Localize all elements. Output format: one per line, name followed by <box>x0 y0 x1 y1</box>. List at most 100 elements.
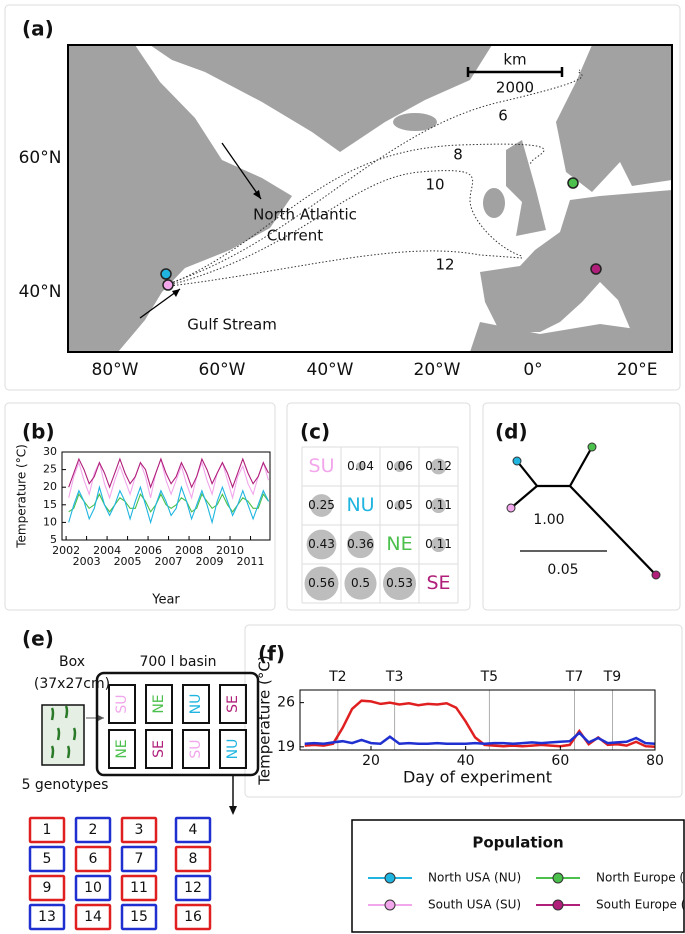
lon-label: 20°W <box>414 360 461 380</box>
y-tick-label: 25 <box>43 463 57 476</box>
y-axis-label: Temperature (°C) <box>256 655 274 785</box>
isotherm-label: 12 <box>435 256 454 274</box>
x-tick-label: 80 <box>646 753 664 769</box>
tank-label: 14 <box>84 909 102 925</box>
isotherm-label: 10 <box>425 176 444 194</box>
panel-label: (d) <box>495 420 528 444</box>
tank-label: 6 <box>89 851 98 867</box>
event-label: T2 <box>328 669 346 685</box>
matrix-label: NU <box>346 494 374 516</box>
lon-label: 80°W <box>92 360 139 380</box>
lon-label: 60°W <box>199 360 246 380</box>
matrix-value: 0.12 <box>425 459 452 473</box>
tree-tip <box>588 443 596 451</box>
basin-label: 700 l basin <box>139 654 216 670</box>
matrix-label: SE <box>426 572 450 594</box>
basin-cell-label: SU <box>188 739 204 758</box>
legend-marker <box>553 900 563 910</box>
y-tick-label: 15 <box>43 498 57 511</box>
panel-label: (c) <box>300 420 330 444</box>
panel-label: (b) <box>22 420 55 444</box>
lat-label: 40°N <box>19 282 62 302</box>
x-axis-label: Day of experiment <box>403 768 552 787</box>
iceland <box>393 113 437 131</box>
x-tick-label: 2011 <box>237 555 265 568</box>
lon-label: 20°E <box>617 360 658 380</box>
box-size: (37x27cm) <box>34 676 110 692</box>
isotherm-label: 6 <box>498 107 508 125</box>
box-icon <box>42 705 84 765</box>
tree-tip <box>513 457 521 465</box>
matrix-value: 0.56 <box>308 576 335 590</box>
current-label: Gulf Stream <box>187 316 277 334</box>
matrix-label: SU <box>309 455 335 477</box>
lon-label: 40°W <box>307 360 354 380</box>
basin-cell-label: NE <box>114 739 130 758</box>
tank-label: 10 <box>84 880 102 896</box>
lat-label: 60°N <box>19 148 62 168</box>
scale-unit: km <box>503 51 526 69</box>
matrix-value: 0.11 <box>425 537 452 551</box>
legend-label: North USA (NU) <box>428 871 521 885</box>
y-tick-label: 10 <box>43 515 57 528</box>
panel-label: (a) <box>22 17 54 41</box>
matrix-value: 0.06 <box>386 459 413 473</box>
legend-title: Population <box>472 834 563 852</box>
site <box>591 264 601 274</box>
legend-label: South Europe (SE) <box>596 898 685 912</box>
matrix-value: 0.53 <box>386 576 413 590</box>
tank-label: 8 <box>189 851 198 867</box>
tank-label: 15 <box>130 909 148 925</box>
tank-label: 3 <box>135 822 144 838</box>
tree-tip <box>652 571 660 579</box>
basin-cell-label: NE <box>151 694 167 713</box>
current-label: Current <box>267 227 323 245</box>
x-tick-label: 60 <box>551 753 569 769</box>
tank-label: 4 <box>189 822 198 838</box>
legend-label: North Europe (NE) <box>596 871 685 885</box>
matrix-value: 0.05 <box>386 498 413 512</box>
tank-label: 5 <box>43 851 52 867</box>
tank-label: 13 <box>38 909 56 925</box>
y-tick-label: 20 <box>43 480 57 493</box>
matrix-value: 0.5 <box>351 576 370 590</box>
page: (a) (b) (c) (d) (e) (f) 6 8 10 12 km <box>0 0 685 934</box>
current-label: North Atlantic <box>253 206 357 224</box>
y-tick-label: 19 <box>277 739 295 755</box>
genotypes-label: 5 genotypes <box>22 777 109 793</box>
y-tick-label: 30 <box>43 445 57 458</box>
y-axis-label: Temperature (°C) <box>15 444 29 549</box>
isotherm-label: 8 <box>453 146 463 164</box>
matrix-value: 0.36 <box>347 537 374 551</box>
event-label: T9 <box>603 669 621 685</box>
event-label: T3 <box>385 669 403 685</box>
scale-length: 2000 <box>496 79 534 97</box>
figure: (a) (b) (c) (d) (e) (f) 6 8 10 12 km <box>0 0 685 934</box>
ireland <box>483 188 505 218</box>
event-label: T5 <box>480 669 498 685</box>
matrix-value: 0.25 <box>308 498 335 512</box>
x-axis-label: Year <box>151 593 180 608</box>
basin-cell-label: SE <box>225 695 241 713</box>
tree-scale-label: 0.05 <box>547 562 578 578</box>
basin-cell-label: NU <box>188 694 204 715</box>
box-label: Box <box>59 654 85 670</box>
legend-marker <box>385 900 395 910</box>
basin-cell-label: SU <box>114 694 130 713</box>
site <box>161 269 171 279</box>
tree-tip <box>507 504 515 512</box>
x-tick-label: 20 <box>362 753 380 769</box>
tank-label: 7 <box>135 851 144 867</box>
tank-label: 9 <box>43 880 52 896</box>
lon-label: 0° <box>523 360 542 380</box>
matrix-label: NE <box>386 533 412 555</box>
site <box>568 178 578 188</box>
matrix-value: 0.11 <box>425 498 452 512</box>
legend-label: South USA (SU) <box>428 898 521 912</box>
matrix-value: 0.43 <box>308 537 335 551</box>
legend-marker <box>385 873 395 883</box>
basin-cell-label: SE <box>151 740 167 758</box>
tank-label: 16 <box>184 909 202 925</box>
support-value: 1.00 <box>533 512 564 528</box>
basin-cell-label: NU <box>225 739 241 760</box>
